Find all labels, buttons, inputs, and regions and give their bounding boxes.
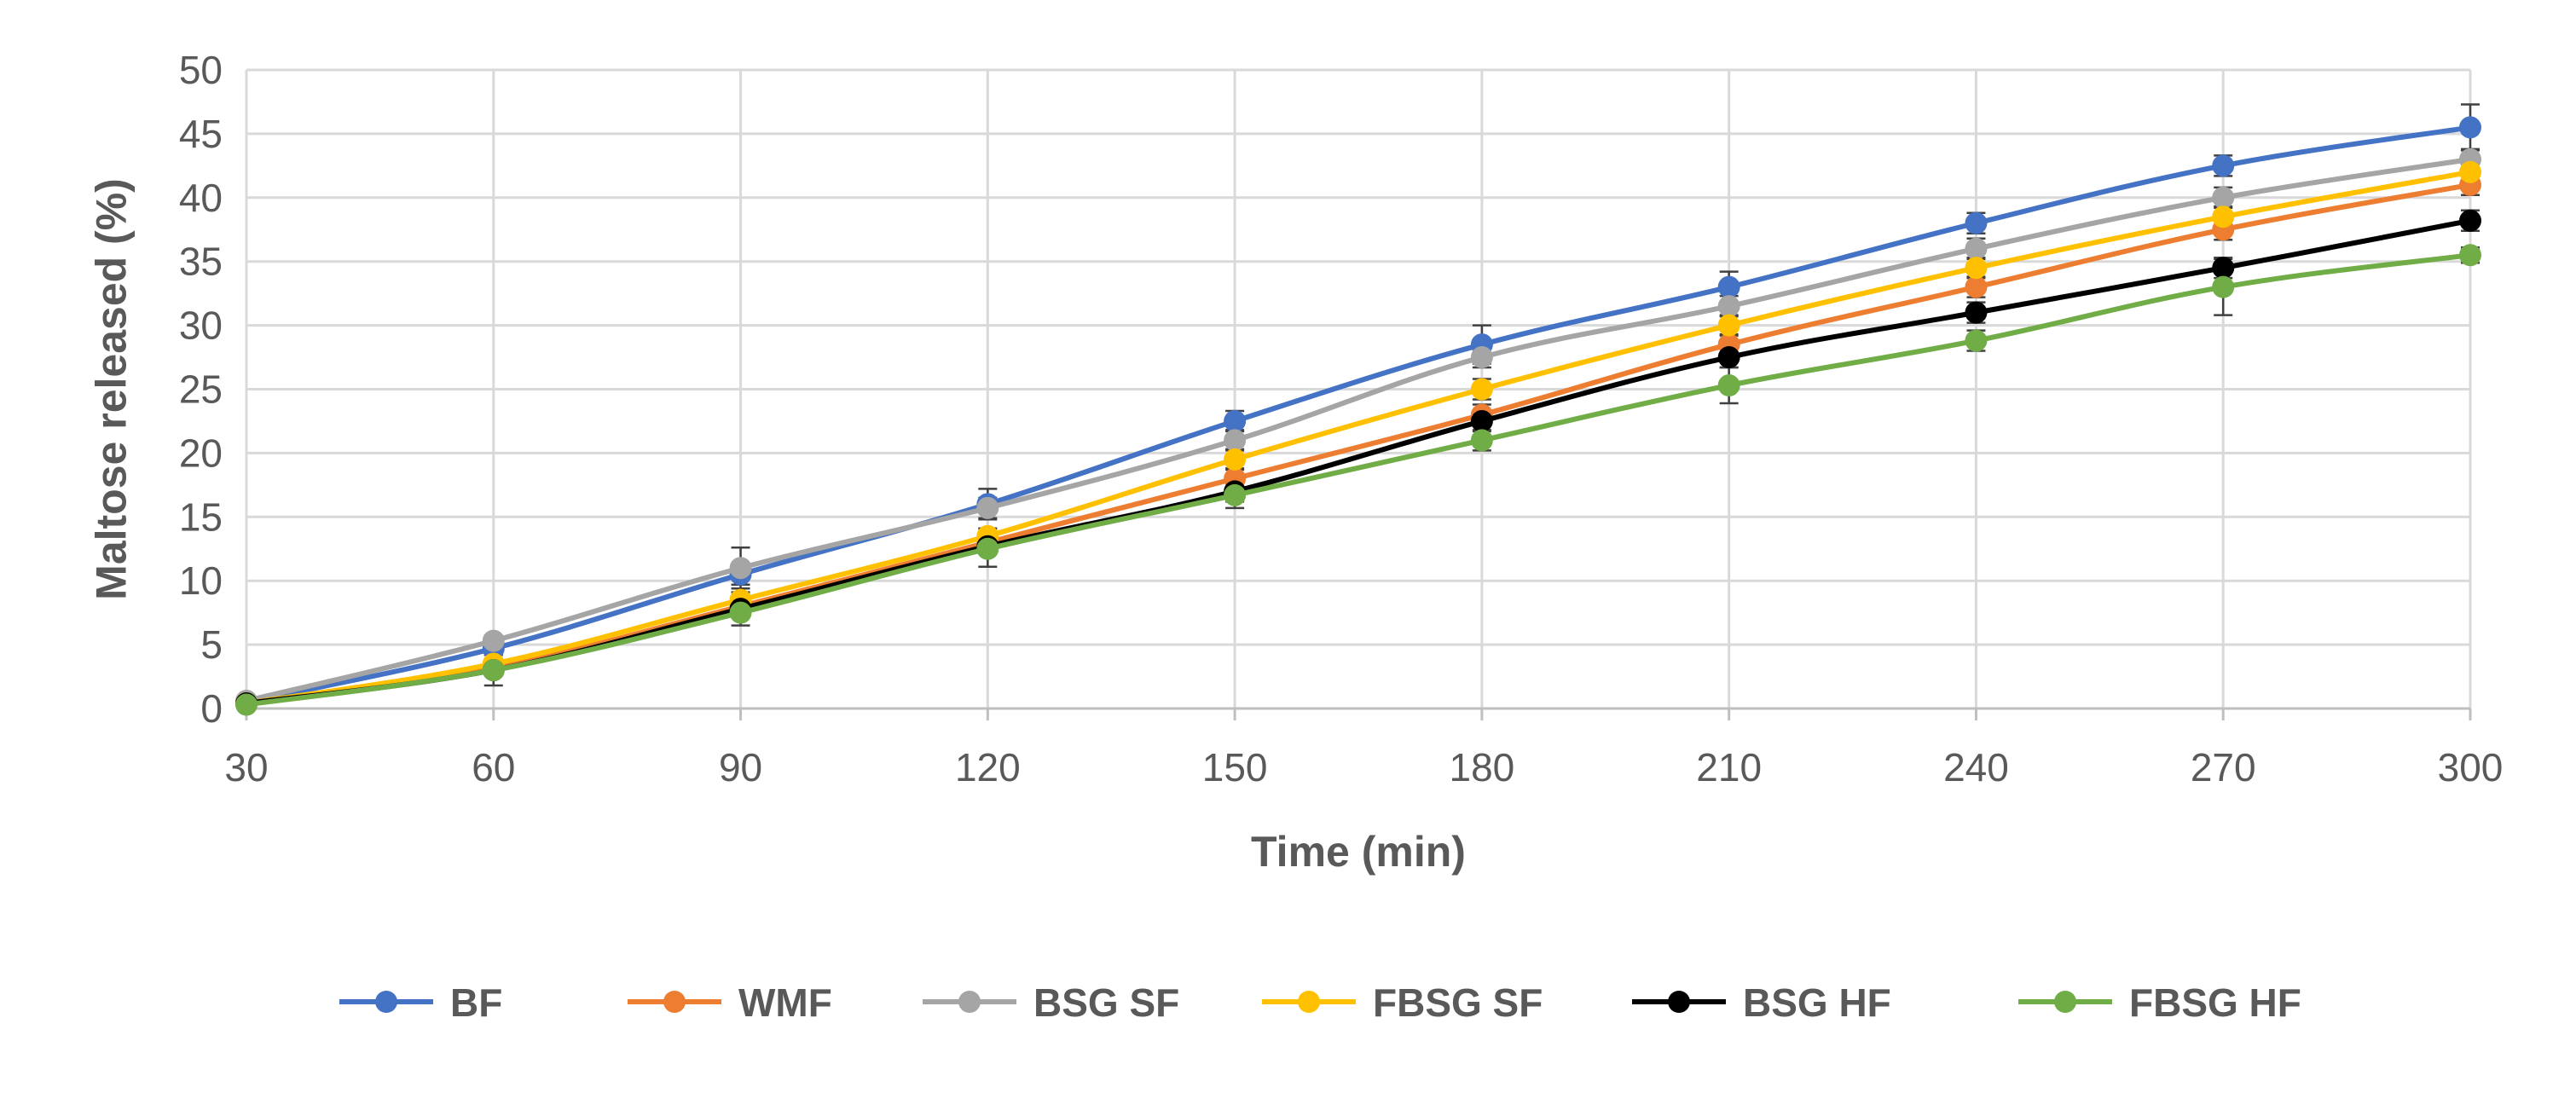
legend-label: BF — [450, 980, 502, 1025]
data-point — [1965, 257, 1988, 280]
x-tick-label: 210 — [1696, 745, 1762, 789]
data-point — [1470, 378, 1493, 401]
series-bsg-hf — [235, 209, 2481, 715]
series-fbsg-sf — [235, 160, 2481, 715]
data-point — [1224, 448, 1247, 471]
x-tick-label: 60 — [472, 745, 515, 789]
y-tick-label: 45 — [179, 112, 223, 156]
x-axis-title: Time (min) — [1251, 828, 1466, 876]
series-lines — [235, 116, 2481, 716]
x-tick-label: 120 — [955, 745, 1021, 789]
data-point — [1470, 429, 1493, 452]
legend-item: BSG HF — [1632, 980, 1891, 1025]
data-point — [1965, 237, 1988, 260]
legend-swatch-marker — [958, 991, 981, 1013]
legend-label: BSG HF — [1743, 980, 1891, 1025]
data-point — [2212, 154, 2235, 177]
y-tick-label: 40 — [179, 176, 223, 220]
data-point — [1965, 211, 1988, 234]
x-tick-label: 30 — [224, 745, 268, 789]
legend-label: WMF — [738, 980, 832, 1025]
legend-swatch-marker — [375, 991, 397, 1013]
legend-label: FBSG HF — [2129, 980, 2301, 1025]
legend-swatch-marker — [1668, 991, 1690, 1013]
x-tick-label: 90 — [719, 745, 762, 789]
series-bf — [235, 116, 2481, 714]
legend-item: BF — [339, 980, 502, 1025]
data-point — [1224, 429, 1247, 452]
data-point — [2459, 244, 2481, 267]
legend-swatch-marker — [1298, 991, 1320, 1013]
data-point — [1965, 329, 1988, 352]
data-point — [976, 537, 999, 560]
legend: BF WMF BSG SF FBSG SF BSG HF FBSG HF — [339, 980, 2301, 1025]
series-line — [246, 169, 2471, 706]
series-wmf — [235, 173, 2481, 715]
data-point — [1717, 295, 1740, 318]
data-point — [2459, 160, 2481, 183]
data-point — [1965, 301, 1988, 324]
y-axis-title: Maltose released (%) — [88, 178, 136, 600]
data-point — [729, 601, 752, 624]
data-point — [1965, 275, 1988, 298]
axes — [245, 707, 2472, 720]
y-tick-label: 5 — [200, 622, 223, 667]
data-point — [1470, 346, 1493, 369]
x-tick-label: 270 — [2191, 745, 2256, 789]
y-tick-label: 15 — [179, 494, 223, 539]
legend-item: FBSG HF — [2018, 980, 2301, 1025]
legend-item: WMF — [628, 980, 832, 1025]
series-line — [246, 124, 2471, 705]
legend-item: FBSG SF — [1262, 980, 1543, 1025]
data-point — [2212, 205, 2235, 228]
y-tick-label: 20 — [179, 431, 223, 475]
gridlines — [245, 68, 2472, 708]
y-tick-label: 50 — [179, 48, 223, 92]
legend-label: BSG SF — [1033, 980, 1179, 1025]
x-tick-label: 300 — [2438, 745, 2504, 789]
data-point — [235, 693, 258, 716]
series-line — [246, 252, 2471, 708]
data-point — [2459, 116, 2481, 139]
data-point — [2212, 275, 2235, 298]
data-point — [976, 496, 999, 519]
series-line — [246, 156, 2471, 703]
legend-item: BSG SF — [923, 980, 1179, 1025]
y-tick-label: 0 — [200, 686, 223, 731]
data-point — [1717, 346, 1740, 369]
x-tick-label: 150 — [1202, 745, 1268, 789]
y-tick-label: 30 — [179, 304, 223, 348]
data-point — [1717, 314, 1740, 337]
data-point — [2212, 257, 2235, 280]
x-tick-label: 180 — [1450, 745, 1515, 789]
data-point — [482, 629, 505, 652]
x-tick-label: 240 — [1943, 745, 2009, 789]
y-tick-label: 25 — [179, 367, 223, 412]
data-point — [1224, 483, 1247, 506]
y-tick-label: 10 — [179, 558, 223, 603]
data-point — [1470, 409, 1493, 432]
data-point — [1224, 409, 1247, 432]
data-point — [2459, 209, 2481, 232]
data-point — [482, 659, 505, 682]
data-point — [1717, 374, 1740, 397]
series-line — [246, 217, 2471, 706]
legend-swatch-marker — [2054, 991, 2076, 1013]
data-point — [2212, 186, 2235, 209]
tick-labels: 0 5 10 15 20 25 30 35 40 45 50 30 60 90 120 150 180 210 24… — [179, 48, 2504, 789]
data-point — [1717, 275, 1740, 298]
series-fbsg-hf — [235, 244, 2481, 716]
data-point — [729, 557, 752, 580]
y-tick-label: 35 — [179, 240, 223, 284]
legend-label: FBSG SF — [1373, 980, 1543, 1025]
legend-swatch-marker — [663, 991, 686, 1013]
